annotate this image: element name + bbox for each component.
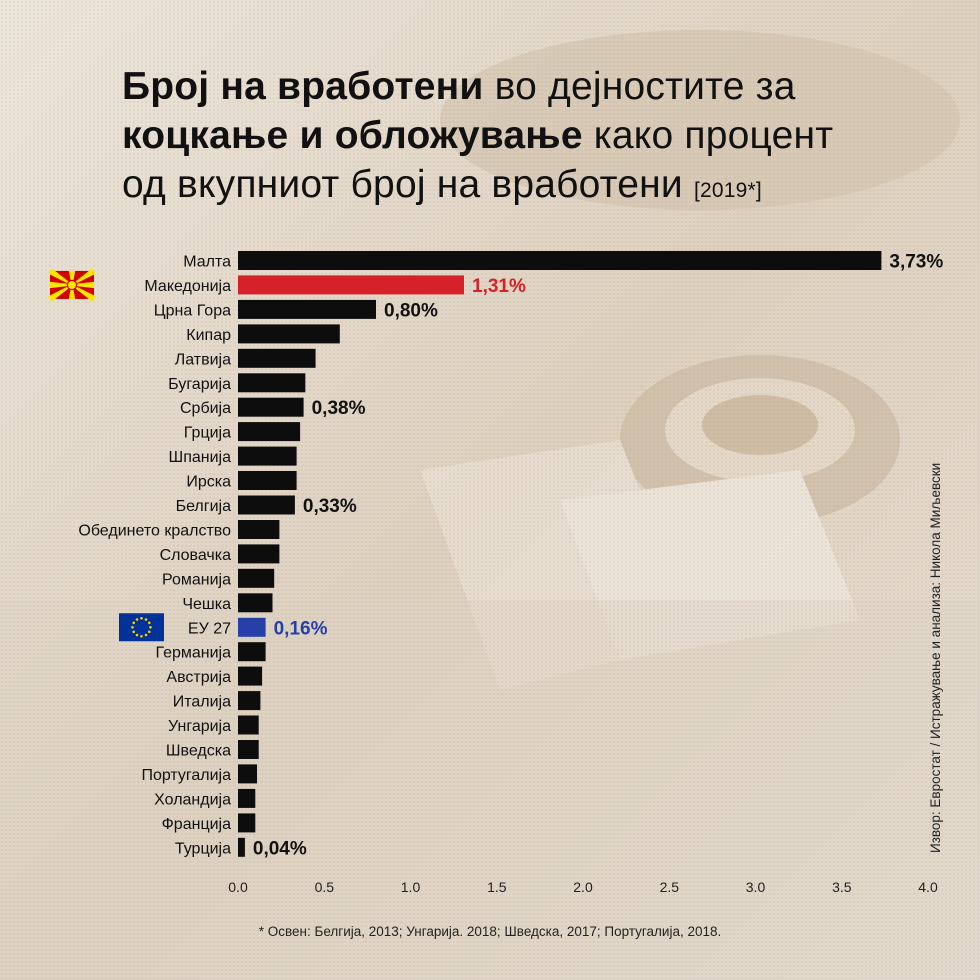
bar — [238, 495, 295, 515]
bar — [238, 520, 280, 539]
bar — [238, 740, 259, 759]
category-label: Франција — [162, 816, 231, 833]
flag-ray — [71, 284, 96, 302]
category-label: Чешка — [182, 596, 231, 613]
source-credit: Извор: Евростат / Истражување и анализа:… — [928, 462, 943, 853]
category-label: Црна Гора — [154, 302, 231, 319]
bar — [238, 837, 245, 857]
flag-ray — [68, 270, 76, 285]
bar — [238, 617, 266, 637]
category-label: Шпанија — [169, 449, 232, 466]
bar — [238, 471, 297, 490]
flag-ray — [68, 284, 76, 299]
bar — [238, 593, 273, 613]
flag-star — [144, 618, 148, 621]
flag-star — [135, 618, 139, 621]
bar — [238, 422, 301, 442]
bar — [238, 275, 464, 295]
bar — [238, 544, 280, 564]
bar — [238, 446, 297, 466]
data-label: 1,31% — [472, 276, 526, 297]
data-label: 3,73% — [889, 252, 943, 273]
x-tick-label: 0.0 — [228, 879, 248, 895]
title-year: [2019*] — [693, 179, 762, 202]
bar — [238, 642, 266, 662]
flag-ray — [72, 281, 94, 289]
chart-title: Број на вработени во дејностите за коцка… — [122, 65, 834, 206]
flag-ray — [48, 268, 73, 286]
category-label: Србија — [180, 400, 231, 417]
flag-ray — [50, 281, 72, 289]
flag-star — [148, 630, 151, 634]
x-tick-label: 1.0 — [401, 879, 421, 895]
category-label: Унгарија — [168, 718, 231, 735]
flag-star — [140, 635, 143, 638]
data-label: 0,38% — [312, 398, 366, 419]
bar — [238, 691, 261, 711]
category-label: Словачка — [160, 547, 232, 564]
category-label: Малта — [183, 254, 231, 271]
bar — [238, 813, 256, 833]
flag-star — [132, 630, 135, 634]
flag-star — [132, 621, 135, 625]
category-label: Ирска — [186, 474, 231, 491]
category-label: Италија — [173, 694, 231, 711]
bar — [238, 666, 263, 686]
x-tick-label: 3.0 — [746, 879, 766, 895]
x-tick-label: 3.5 — [832, 879, 852, 895]
data-label: 0,33% — [303, 496, 357, 517]
bar — [238, 788, 256, 808]
category-label: Белгија — [176, 498, 232, 515]
bar — [238, 251, 882, 270]
category-label: Холандија — [154, 791, 231, 808]
flag-star — [144, 633, 148, 637]
flag-ray — [48, 284, 73, 302]
x-tick-label: 4.0 — [918, 879, 938, 895]
x-tick-label: 2.0 — [573, 879, 593, 895]
bar — [238, 373, 306, 393]
bar — [238, 568, 275, 588]
category-label: Турција — [175, 840, 231, 857]
flag-star — [148, 621, 151, 625]
category-label: Кипар — [186, 327, 231, 344]
data-label: 0,04% — [253, 838, 307, 859]
x-tick-label: 2.5 — [660, 879, 680, 895]
flag-star — [135, 633, 139, 637]
category-label: Романија — [162, 571, 231, 588]
category-label: Обединето кралство — [78, 523, 231, 540]
category-label: ЕУ 27 — [188, 620, 231, 637]
category-label: Латвија — [175, 351, 231, 368]
bar — [238, 348, 316, 368]
bar — [238, 397, 304, 417]
footnote: * Освен: Белгија, 2013; Унгарија. 2018; … — [258, 924, 722, 939]
flag-star — [140, 617, 143, 620]
bar — [238, 324, 340, 344]
bar — [238, 299, 376, 319]
category-label: Португалија — [141, 767, 231, 784]
flag-sun — [68, 280, 76, 289]
category-label: Грција — [184, 425, 231, 442]
flag-star — [131, 626, 134, 629]
flag-star — [149, 626, 152, 629]
bar — [238, 764, 257, 784]
data-label: 0,16% — [274, 618, 328, 639]
bar — [238, 715, 259, 735]
x-tick-label: 0.5 — [315, 879, 335, 895]
data-label: 0,80% — [384, 300, 438, 321]
category-label: Бугарија — [168, 376, 231, 393]
category-label: Шведска — [166, 743, 231, 760]
category-label: Австрија — [166, 669, 231, 686]
category-label: Германија — [155, 645, 231, 662]
category-label: Македонија — [144, 278, 231, 295]
flag-ray — [71, 268, 96, 286]
x-tick-label: 1.5 — [487, 879, 507, 895]
